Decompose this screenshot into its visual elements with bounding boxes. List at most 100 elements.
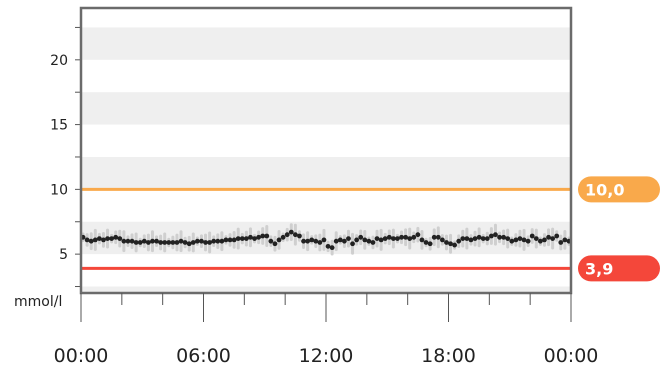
data-point	[448, 241, 453, 247]
data-point	[207, 240, 213, 245]
data-point	[235, 236, 241, 241]
data-point	[109, 236, 115, 241]
grid-band	[81, 286, 571, 293]
data-point	[399, 234, 404, 240]
data-point	[243, 236, 249, 241]
data-point	[239, 236, 245, 241]
data-point	[337, 237, 343, 243]
data-point	[288, 229, 294, 235]
data-point	[174, 240, 180, 245]
x-tick-label: 06:00	[176, 345, 231, 366]
data-point	[374, 236, 380, 241]
data-point	[366, 238, 372, 244]
unit-label: mmol/l	[14, 294, 62, 310]
data-point	[260, 233, 266, 239]
data-point	[558, 240, 564, 245]
grid-bands	[81, 27, 571, 293]
data-point	[297, 233, 302, 239]
data-point	[390, 236, 396, 241]
data-point	[321, 237, 327, 243]
grid-band	[81, 27, 571, 60]
data-point	[362, 237, 368, 243]
data-point	[501, 234, 507, 240]
data-point	[354, 237, 360, 243]
data-point	[158, 240, 164, 245]
x-tick-label: 00:00	[54, 345, 109, 366]
data-point	[542, 237, 547, 243]
data-point	[276, 237, 282, 243]
data-point	[382, 236, 388, 241]
grid-band	[81, 92, 571, 125]
data-point	[403, 234, 409, 240]
data-point	[264, 233, 270, 239]
data-point	[252, 236, 257, 241]
data-point	[476, 234, 482, 240]
data-point	[145, 240, 151, 245]
y-tick-label: 5	[59, 247, 68, 263]
data-point	[182, 240, 188, 245]
data-point	[456, 238, 462, 244]
y-axis: 5 10 15 20 mmol/l	[14, 26, 81, 310]
data-point	[305, 238, 311, 244]
data-point	[378, 237, 384, 243]
data-point	[170, 240, 176, 245]
data-point	[521, 237, 527, 243]
data-point	[88, 238, 94, 244]
data-point	[105, 236, 110, 241]
data-point	[203, 240, 208, 245]
data-point	[415, 232, 421, 238]
data-point	[154, 238, 159, 244]
data-point	[341, 238, 347, 244]
data-point	[113, 234, 119, 240]
data-point	[472, 236, 478, 241]
data-point	[317, 240, 323, 245]
data-point	[395, 236, 400, 241]
x-tick-label: 18:00	[421, 345, 476, 366]
series-glucose	[80, 223, 572, 256]
data-point	[125, 238, 131, 244]
data-point	[497, 234, 502, 240]
x-axis: 00:00 06:00 12:00 18:00 00:00	[54, 293, 598, 366]
data-point	[150, 238, 155, 244]
data-point	[423, 240, 429, 245]
data-point	[162, 240, 168, 245]
data-point	[92, 237, 98, 243]
data-point	[427, 241, 433, 247]
data-point	[272, 241, 278, 247]
data-point	[313, 238, 319, 244]
data-point	[325, 243, 331, 249]
threshold-badge	[578, 176, 660, 203]
data-point	[141, 238, 147, 244]
data-point	[358, 234, 364, 240]
data-point	[101, 237, 106, 243]
data-point	[199, 238, 204, 244]
threshold-badges: 10,0 3,9	[578, 176, 660, 282]
data-point	[480, 236, 486, 241]
data-point	[505, 236, 511, 241]
data-point	[488, 233, 494, 239]
data-point	[333, 238, 339, 244]
data-point	[439, 237, 445, 243]
data-point	[231, 237, 237, 243]
data-point	[280, 234, 286, 240]
data-point	[533, 236, 539, 241]
threshold-badge-label: 3,9	[585, 259, 613, 278]
data-point	[121, 238, 127, 244]
data-point	[309, 237, 315, 243]
data-point	[219, 238, 225, 244]
data-point	[550, 236, 556, 241]
data-point	[370, 240, 376, 245]
y-tick-label: 15	[50, 118, 68, 134]
data-point	[346, 236, 351, 241]
y-tick-label: 20	[50, 53, 68, 69]
data-point	[546, 234, 551, 240]
y-tick-label: 10	[50, 182, 68, 198]
data-point	[186, 241, 192, 247]
data-point	[96, 236, 102, 241]
data-point	[137, 240, 143, 245]
data-point	[419, 237, 425, 243]
data-point	[562, 237, 568, 243]
data-point	[460, 236, 466, 241]
threshold-lines	[81, 187, 571, 270]
